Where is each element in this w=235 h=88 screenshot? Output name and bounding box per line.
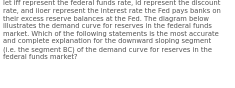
Text: let iff represent the federal funds rate, id represent the discount
rate, and ii: let iff represent the federal funds rate… — [3, 0, 221, 60]
